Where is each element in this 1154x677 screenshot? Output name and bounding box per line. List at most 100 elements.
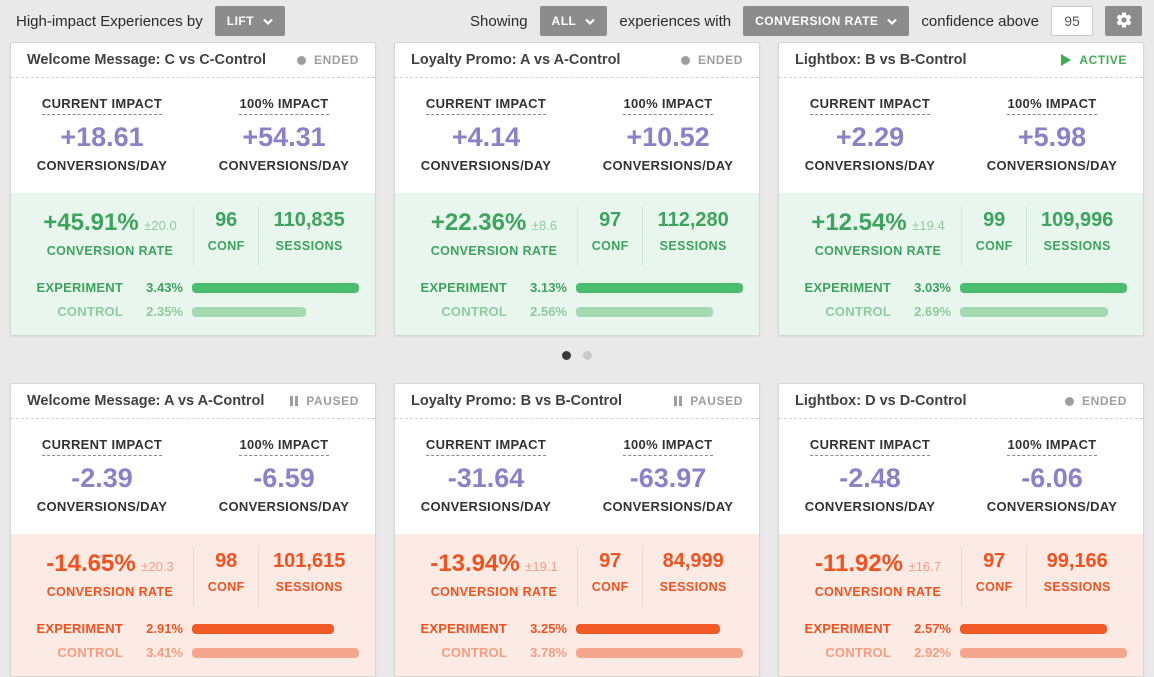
experiment-bar-track	[576, 282, 743, 293]
margin-of-error: ±20.3	[141, 559, 174, 574]
confidence-value: 96	[215, 209, 238, 231]
current-impact-column: CURRENT IMPACT -31.64 CONVERSIONS/DAY	[395, 436, 577, 514]
lift-value: -11.92% ±16.7	[814, 550, 942, 577]
full-impact-value: +54.31	[242, 122, 326, 152]
margin-of-error: ±16.7	[908, 559, 942, 574]
full-impact-column: 100% IMPACT +10.52 CONVERSIONS/DAY	[577, 95, 759, 173]
control-rate-value: 2.56%	[530, 304, 567, 319]
control-bar-row: CONTROL 3.41%	[27, 645, 359, 660]
card-row-1: Welcome Message: C vs C-Control ENDED CU…	[0, 42, 1154, 336]
sessions-value: 110,835	[273, 209, 345, 231]
sessions-label: SESSIONS	[275, 239, 343, 253]
card-header: Loyalty Promo: A vs A-Control ENDED	[395, 43, 759, 78]
experiment-bar-track	[960, 623, 1127, 634]
sessions-value: 109,996	[1041, 209, 1114, 231]
conversion-rate-label: CONVERSION RATE	[430, 244, 558, 258]
control-bar-track	[576, 306, 743, 317]
experiment-rate-value: 3.03%	[914, 280, 951, 295]
experiment-label: EXPERIMENT	[420, 621, 507, 636]
gear-icon	[1115, 11, 1133, 32]
conversions-per-day-label: CONVERSIONS/DAY	[420, 499, 552, 514]
filter-dropdown[interactable]: ALL	[539, 6, 608, 36]
stats-grid: +45.91% ±20.0 CONVERSION RATE 96 CONF 11…	[27, 206, 359, 266]
status-badge: ENDED	[1064, 394, 1127, 408]
sessions-stat: 109,996 SESSIONS	[1027, 206, 1127, 266]
confidence-stat: 97 CONF	[577, 547, 644, 607]
current-impact-value: -2.39	[71, 463, 133, 493]
ended-dot-icon	[680, 55, 690, 65]
conversions-per-day-label: CONVERSIONS/DAY	[218, 499, 350, 514]
conversions-per-day-label: CONVERSIONS/DAY	[36, 499, 168, 514]
lift-value: -14.65% ±20.3	[46, 550, 174, 577]
experiment-bar-row: EXPERIMENT 3.43%	[27, 280, 359, 295]
sort-dropdown[interactable]: LIFT	[214, 6, 286, 36]
experiment-bar-track	[192, 282, 359, 293]
experiment-card[interactable]: Loyalty Promo: A vs A-Control ENDED CURR…	[394, 42, 760, 336]
status-badge: ENDED	[296, 53, 359, 67]
stats-grid: -13.94% ±19.1 CONVERSION RATE 97 CONF 84…	[411, 547, 743, 607]
sessions-stat: 84,999 SESSIONS	[643, 547, 743, 607]
sessions-value: 84,999	[662, 550, 724, 572]
control-label: CONTROL	[825, 304, 891, 319]
experiment-card[interactable]: Lightbox: D vs D-Control ENDED CURRENT I…	[778, 383, 1144, 677]
experiment-bar	[576, 282, 743, 293]
confidence-value: 98	[215, 550, 238, 572]
experiment-label: EXPERIMENT	[804, 280, 891, 295]
margin-of-error: ±8.6	[531, 218, 558, 233]
metric-dropdown[interactable]: CONVERSION RATE	[743, 6, 910, 36]
margin-of-error: ±19.4	[912, 218, 945, 233]
lift-value: +12.54% ±19.4	[811, 209, 945, 236]
full-impact-column: 100% IMPACT +54.31 CONVERSIONS/DAY	[193, 95, 375, 173]
card-title: Loyalty Promo: B vs B-Control	[411, 393, 623, 409]
rate-bars: EXPERIMENT 3.03% CONTROL 2.69%	[795, 280, 1127, 319]
stats-grid: -14.65% ±20.3 CONVERSION RATE 98 CONF 10…	[27, 547, 359, 607]
experiment-bar	[960, 623, 1107, 634]
experiment-card[interactable]: Lightbox: B vs B-Control ACTIVE CURRENT …	[778, 42, 1144, 336]
conversions-per-day-label: CONVERSIONS/DAY	[804, 158, 936, 173]
conversions-per-day-label: CONVERSIONS/DAY	[986, 158, 1118, 173]
control-bar-row: CONTROL 3.78%	[411, 645, 743, 660]
control-bar-row: CONTROL 2.69%	[795, 304, 1127, 319]
control-bar	[192, 306, 307, 317]
full-impact-column: 100% IMPACT -63.97 CONVERSIONS/DAY	[577, 436, 759, 514]
experiment-bar-track	[960, 282, 1127, 293]
ended-dot-icon	[1064, 396, 1074, 406]
margin-of-error: ±19.1	[525, 559, 558, 574]
stats-section: +12.54% ±19.4 CONVERSION RATE 99 CONF 10…	[779, 193, 1143, 335]
sort-label: High-impact Experiences by	[16, 12, 203, 30]
confidence-input[interactable]	[1051, 6, 1093, 36]
experiment-card[interactable]: Welcome Message: A vs A-Control PAUSED C…	[10, 383, 376, 677]
experiment-card[interactable]: Loyalty Promo: B vs B-Control PAUSED CUR…	[394, 383, 760, 677]
card-header: Loyalty Promo: B vs B-Control PAUSED	[395, 384, 759, 419]
control-rate-value: 3.78%	[530, 645, 567, 660]
experiment-card[interactable]: Welcome Message: C vs C-Control ENDED CU…	[10, 42, 376, 336]
pager-dot[interactable]	[562, 351, 571, 360]
sessions-label: SESSIONS	[1043, 580, 1111, 594]
toolbar-left: High-impact Experiences by LIFT	[16, 6, 286, 36]
sessions-stat: 110,835 SESSIONS	[259, 206, 359, 266]
status-label: ENDED	[697, 53, 743, 67]
stats-section: -11.92% ±16.7 CONVERSION RATE 97 CONF 99…	[779, 534, 1143, 676]
lift-value: +22.36% ±8.6	[430, 209, 558, 236]
conversions-per-day-label: CONVERSIONS/DAY	[36, 158, 168, 173]
impact-section: CURRENT IMPACT -31.64 CONVERSIONS/DAY 10…	[395, 419, 759, 534]
control-rate-value: 3.41%	[146, 645, 183, 660]
conf-label: CONF	[207, 239, 245, 253]
impact-section: CURRENT IMPACT +4.14 CONVERSIONS/DAY 100…	[395, 78, 759, 193]
toolbar: High-impact Experiences by LIFT Showing …	[0, 0, 1154, 42]
rate-bars: EXPERIMENT 3.25% CONTROL 3.78%	[411, 621, 743, 660]
current-impact-label: CURRENT IMPACT	[425, 437, 547, 456]
settings-button[interactable]	[1105, 6, 1142, 36]
stats-section: -13.94% ±19.1 CONVERSION RATE 97 CONF 84…	[395, 534, 759, 676]
pager-dot[interactable]	[583, 351, 592, 360]
lift-value: -13.94% ±19.1	[430, 550, 558, 577]
control-bar	[576, 306, 713, 317]
control-rate-value: 2.69%	[914, 304, 951, 319]
chevron-down-icon	[585, 14, 596, 28]
rate-bars: EXPERIMENT 2.91% CONTROL 3.41%	[27, 621, 359, 660]
confidence-value: 97	[599, 550, 622, 572]
sessions-value: 99,166	[1046, 550, 1108, 572]
lift-stat: -11.92% ±16.7 CONVERSION RATE	[795, 547, 961, 607]
full-impact-value: +5.98	[1017, 122, 1087, 152]
card-title: Lightbox: B vs B-Control	[795, 52, 967, 68]
